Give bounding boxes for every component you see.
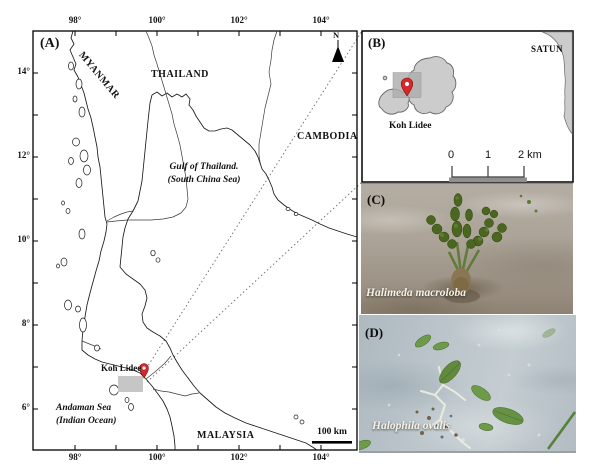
region-label-satun: SATUN (531, 44, 563, 54)
panel-d-label: (D) (365, 325, 384, 340)
photo-halimeda: (C) Halimeda macroloba (361, 183, 573, 314)
inset-connector-lines (143, 30, 363, 383)
satun-coast (541, 31, 573, 136)
country-label-thailand: THAILAND (151, 69, 209, 80)
sea-label-andaman-paren: (Indian Ocean) (56, 416, 117, 426)
lon-label-top-98: 98° (68, 15, 82, 25)
sea-label-andaman: Andaman Sea (56, 403, 112, 413)
lon-label-top-102: 102° (230, 15, 248, 25)
panel-a-label: (A) (40, 36, 60, 51)
lat-label-8: 8° (21, 318, 30, 328)
lon-label-bottom-100: 100° (148, 452, 166, 462)
lon-label-bottom-102: 102° (230, 452, 248, 462)
inset-scalebar-bar (449, 177, 527, 182)
lon-label-top-104: 104° (312, 15, 330, 25)
location-pin-icon (139, 363, 149, 379)
inset-island-label: Koh Lidee (389, 121, 432, 131)
country-label-malaysia: MALAYSIA (197, 430, 255, 441)
inset-scale-1: 1 (485, 149, 492, 161)
country-label-cambodia: CAMBODIA (297, 131, 358, 142)
scalebar-label-100km: 100 km (317, 427, 347, 437)
lat-label-10: 10° (17, 234, 30, 244)
lon-label-bottom-104: 104° (312, 452, 330, 462)
sea-label-gulf-paren: (South China Sea) (167, 175, 241, 185)
lon-label-top-100: 100° (148, 15, 166, 25)
site-label-koh-lidee: Koh Lidee (101, 363, 142, 373)
inset-scale-2km: 2 km (518, 149, 542, 161)
rhizome-runners (420, 366, 471, 449)
lat-label-12: 12° (17, 150, 30, 160)
islands (56, 61, 305, 425)
lon-label-bottom-98: 98° (68, 452, 82, 462)
coastlines (69, 30, 358, 451)
inset-scalebar-ticks (451, 166, 525, 178)
north-label: N (333, 30, 340, 40)
scalebar-100km (312, 441, 352, 444)
halimeda-plant-illustration (426, 193, 538, 303)
lat-label-6: 6° (21, 402, 30, 412)
inset-location-pin-icon (400, 77, 414, 97)
halophila-leaves (359, 328, 556, 451)
axis-ticks (33, 31, 357, 450)
species-label-halimeda: Halimeda macroloba (366, 287, 466, 299)
inset-scale-0: 0 (448, 149, 455, 161)
study-area-box (118, 376, 143, 392)
country-borders (81, 30, 278, 397)
lat-label-14: 14° (17, 66, 30, 76)
halophila-plant-illustration (359, 328, 576, 451)
sea-label-gulf: Gulf of Thailand. (169, 162, 239, 172)
north-arrow-icon (332, 40, 344, 62)
species-label-halophila: Halophila ovalis (372, 420, 451, 432)
panel-b-label: (B) (368, 35, 386, 50)
seagrass-blade (546, 411, 576, 450)
photo-halophila: (D) Halophila ovalis (359, 315, 576, 453)
panel-c-label: (C) (367, 192, 386, 207)
